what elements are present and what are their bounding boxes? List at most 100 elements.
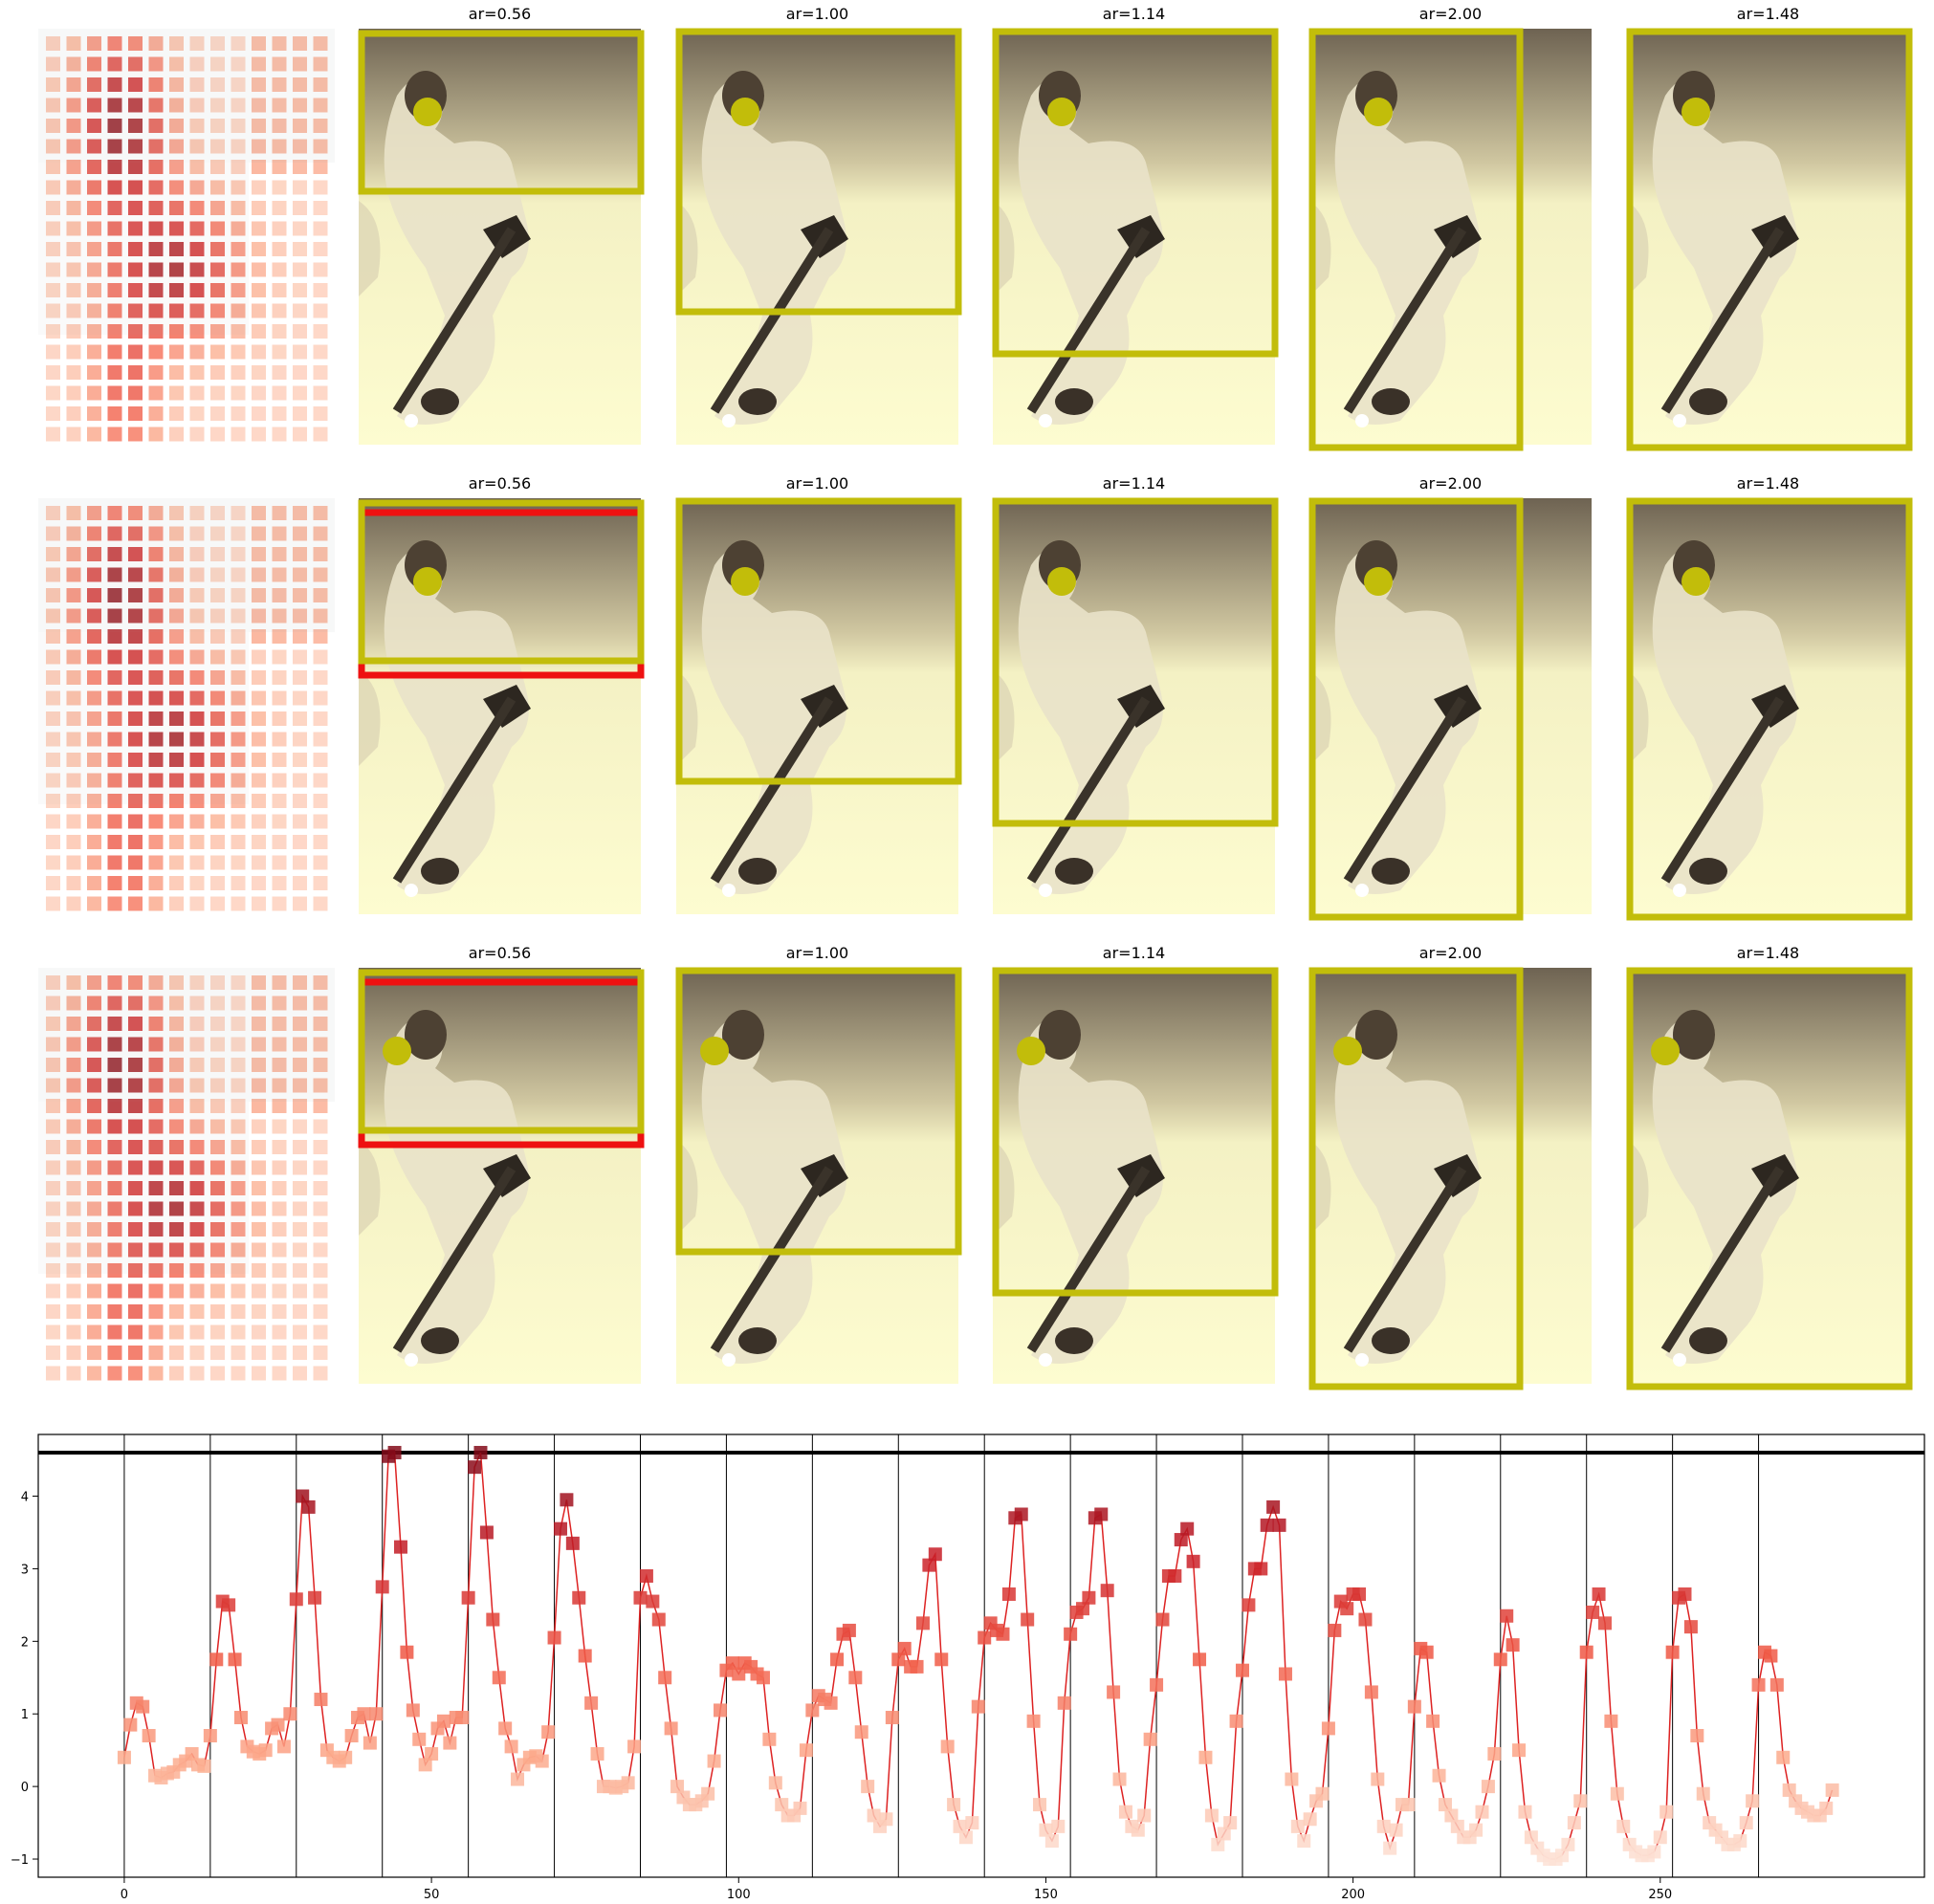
data-point xyxy=(762,1732,777,1746)
data-point xyxy=(714,1703,728,1718)
heatmap-cell xyxy=(169,1263,184,1278)
heatmap-cell xyxy=(148,1181,164,1195)
crop-box xyxy=(358,969,645,1134)
heatmap-cell xyxy=(231,1037,246,1052)
heatmap-cell xyxy=(210,547,225,561)
heatmap-cell xyxy=(87,406,101,421)
heatmap-cell xyxy=(252,1181,266,1195)
heatmap-cell xyxy=(272,753,287,767)
heatmap-cell xyxy=(87,1017,101,1031)
heatmap-cell xyxy=(107,896,122,911)
heatmap-cell xyxy=(293,1160,307,1175)
heatmap-cell xyxy=(272,975,287,990)
data-point xyxy=(1285,1772,1299,1786)
heatmap-cell xyxy=(189,1304,205,1319)
heatmap-cell xyxy=(46,1222,60,1237)
heatmap-cell xyxy=(313,814,328,829)
heatmap-cell xyxy=(87,36,101,51)
heatmap-cell xyxy=(66,283,81,297)
heatmap-cell xyxy=(189,180,205,195)
heatmap-cell xyxy=(293,180,307,195)
heatmap-cell xyxy=(169,547,184,561)
heatmap-cell xyxy=(272,1366,287,1381)
heatmap-cell xyxy=(231,242,246,256)
data-point xyxy=(541,1725,556,1740)
heatmap-cell xyxy=(252,732,266,747)
heatmap-cell xyxy=(252,1346,266,1360)
heatmap-cell xyxy=(272,835,287,849)
heatmap-cell xyxy=(272,201,287,215)
heatmap-cell xyxy=(46,139,60,154)
heatmap-cell xyxy=(66,975,81,990)
heatmap-cell xyxy=(189,201,205,215)
heatmap-cell xyxy=(231,385,246,401)
heatmap-cell xyxy=(46,56,60,72)
heatmap-cell xyxy=(128,608,143,624)
heatmap-cell xyxy=(66,670,81,685)
heatmap-cell xyxy=(189,649,205,665)
heatmap-cell xyxy=(313,1119,328,1134)
data-point xyxy=(1211,1837,1225,1851)
heatmap-cell xyxy=(87,876,101,890)
heatmap-cell xyxy=(107,876,122,890)
heatmap-cell xyxy=(87,773,101,788)
data-point xyxy=(1057,1696,1071,1710)
data-point xyxy=(891,1652,906,1667)
data-point xyxy=(978,1630,992,1645)
heatmap-cell xyxy=(272,139,287,154)
heatmap-cell xyxy=(189,1058,205,1072)
heatmap-cell xyxy=(169,303,184,318)
data-point xyxy=(1137,1808,1152,1823)
heatmap-cell xyxy=(169,77,184,92)
heatmap-cell xyxy=(272,119,287,133)
heatmap-cell xyxy=(231,855,246,870)
heatmap-cell xyxy=(169,649,184,665)
heatmap-cell xyxy=(231,1346,246,1360)
data-point xyxy=(142,1728,156,1742)
heatmap-cell xyxy=(189,1160,205,1175)
data-point xyxy=(793,1801,807,1815)
data-point xyxy=(1592,1587,1606,1601)
panel-title: ar=0.56 xyxy=(468,474,532,492)
heatmap-cell xyxy=(313,1263,328,1278)
heatmap-cell xyxy=(128,406,143,421)
heatmap-cell xyxy=(272,36,287,51)
data-point xyxy=(775,1798,789,1812)
heatmap-cell xyxy=(231,283,246,297)
heatmap-cell xyxy=(210,1037,225,1052)
heatmap-cell xyxy=(313,221,328,236)
heatmap-cell xyxy=(46,794,60,808)
heatmap-cell xyxy=(148,365,164,380)
data-point xyxy=(1407,1699,1421,1714)
data-point xyxy=(725,1656,739,1671)
heatmap-cell xyxy=(210,36,225,51)
heatmap-cell xyxy=(66,794,81,808)
photo xyxy=(1626,28,1913,451)
data-point xyxy=(560,1493,574,1507)
data-point xyxy=(1297,1834,1311,1849)
heatmap-cell xyxy=(169,794,184,808)
heatmap-cell xyxy=(87,1037,101,1052)
photo xyxy=(675,28,962,445)
heatmap-cell xyxy=(252,1222,266,1237)
heatmap-cell xyxy=(46,608,60,624)
data-point xyxy=(651,1612,666,1627)
data-point xyxy=(707,1754,721,1768)
heatmap-cell xyxy=(46,180,60,195)
heatmap-cell xyxy=(107,385,122,401)
heatmap-cell xyxy=(210,1283,225,1299)
heatmap-cell xyxy=(231,406,246,421)
data-point xyxy=(1180,1521,1195,1536)
heatmap-cell xyxy=(169,588,184,602)
heatmap-cell xyxy=(128,814,143,829)
data-point xyxy=(283,1707,297,1721)
heatmap-cell xyxy=(169,385,184,401)
heatmap-cell xyxy=(66,506,81,520)
heatmap-cell xyxy=(313,427,328,442)
heatmap-cell xyxy=(87,1324,101,1340)
heatmap-cell xyxy=(293,588,307,602)
panel-title: ar=1.14 xyxy=(1102,5,1166,23)
heatmap-cell xyxy=(169,1078,184,1093)
data-point xyxy=(1186,1554,1200,1568)
heatmap-cell xyxy=(107,180,122,195)
